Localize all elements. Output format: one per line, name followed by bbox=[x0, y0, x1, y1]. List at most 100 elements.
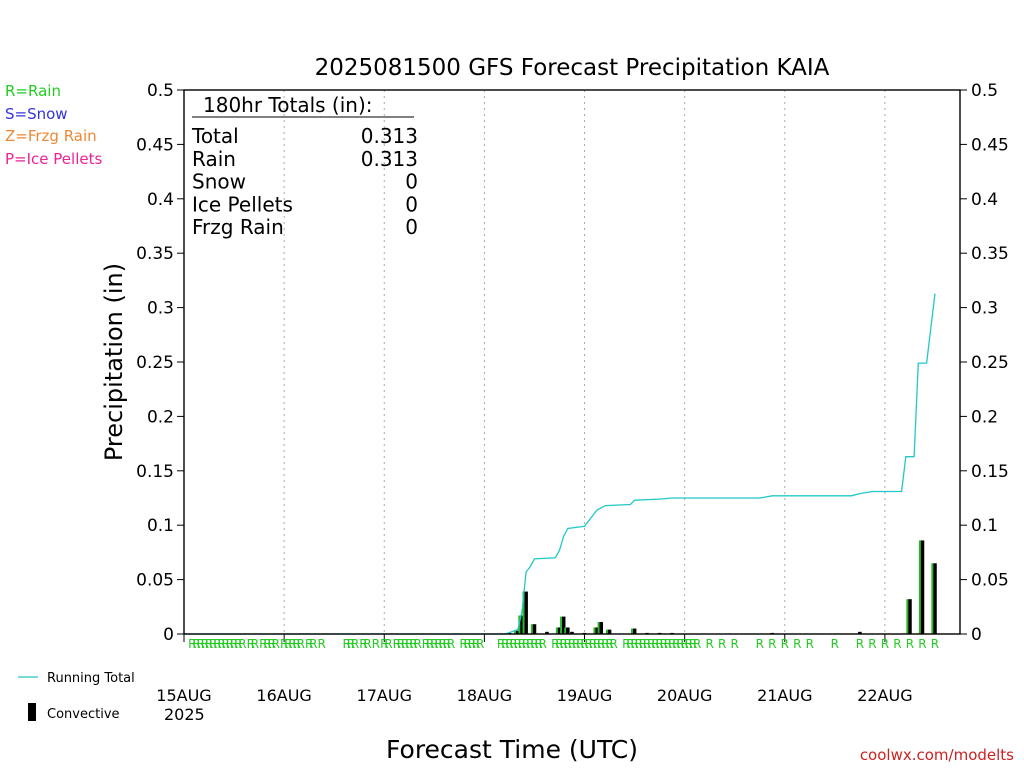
convective-bar bbox=[632, 628, 637, 634]
ptype-mark: R bbox=[401, 637, 409, 651]
ptype-mark: R bbox=[706, 637, 714, 651]
ptype-mark: R bbox=[731, 637, 739, 651]
rain-bar bbox=[918, 540, 921, 634]
ptype-mark: R bbox=[384, 637, 392, 651]
y-tick-label-left: 0.3 bbox=[147, 299, 174, 319]
ptype-mark: R bbox=[292, 637, 300, 651]
totals-row-label: Frzg Rain bbox=[192, 215, 284, 239]
ptype-mark: R bbox=[806, 637, 814, 651]
ptype-mark: R bbox=[226, 637, 234, 651]
year-label: 2025 bbox=[164, 705, 205, 724]
ptype-mark: R bbox=[564, 637, 572, 651]
ptype-mark: R bbox=[201, 637, 209, 651]
convective-bar bbox=[524, 591, 528, 634]
y-axis-right: 0 0.05 0.1 0.15 0.2 0.25 0.3 0.35 0.4 0.45 0.5 bbox=[960, 81, 1009, 645]
convective-bar bbox=[545, 631, 549, 634]
ptype-mark: R bbox=[756, 637, 764, 651]
x-tick-label: 21AUG bbox=[757, 686, 812, 705]
ptype-mark: R bbox=[284, 637, 292, 651]
ptype-mark: R bbox=[580, 637, 588, 651]
x-tick-label: 22AUG bbox=[857, 686, 912, 705]
rain-bar bbox=[630, 628, 633, 634]
grid-lines bbox=[283, 90, 886, 634]
y-tick-label-right: 0 bbox=[971, 625, 982, 645]
y-tick-label-left: 0.1 bbox=[147, 516, 174, 536]
totals-row-label: Ice Pellets bbox=[192, 192, 293, 216]
plot-frame bbox=[183, 89, 961, 635]
y-tick-label-right: 0.3 bbox=[971, 299, 998, 319]
ptype-mark: R bbox=[438, 637, 446, 651]
ptype-mark: R bbox=[881, 637, 889, 651]
rain-bar bbox=[560, 616, 562, 634]
y-tick-label-left: 0.05 bbox=[136, 571, 174, 591]
ptype-mark: R bbox=[680, 637, 688, 651]
ptype-mark: R bbox=[931, 637, 939, 651]
ptype-mark: R bbox=[222, 637, 230, 651]
ptype-mark: R bbox=[572, 637, 580, 651]
y-tick-label-left: 0.25 bbox=[136, 353, 174, 373]
ptype-mark: R bbox=[593, 637, 601, 651]
convective-bar bbox=[515, 630, 520, 634]
ptype-mark: R bbox=[422, 637, 430, 651]
ptype-mark: R bbox=[272, 637, 280, 651]
ptype-mark: R bbox=[238, 637, 246, 651]
ptype-mark: R bbox=[518, 637, 526, 651]
running-total-legend: Running Total bbox=[47, 671, 135, 686]
ptype-mark: R bbox=[205, 637, 213, 651]
x-tick-label: 17AUG bbox=[357, 686, 412, 705]
legend-frzg-rain: Z=Frzg Rain bbox=[5, 127, 97, 145]
ptype-mark: R bbox=[505, 637, 513, 651]
x-tick-label: 18AUG bbox=[457, 686, 512, 705]
ptype-mark: R bbox=[522, 637, 530, 651]
ptype-mark: R bbox=[718, 637, 726, 651]
ptype-mark: R bbox=[263, 637, 271, 651]
legend-rain: R=Rain bbox=[5, 82, 61, 100]
y-tick-label-left: 0.45 bbox=[136, 135, 174, 155]
ptype-mark: R bbox=[267, 637, 275, 651]
totals-row-value: 0 bbox=[405, 215, 418, 239]
rain-bar bbox=[530, 624, 533, 634]
rain-bar bbox=[564, 627, 567, 634]
ptype-mark: R bbox=[676, 637, 684, 651]
x-axis: 15AUG 16AUG 17AUG 18AUG 19AUG 20AUG 21AUG 22AUG bbox=[156, 634, 913, 705]
ptype-mark: R bbox=[668, 637, 676, 651]
ptype-mark: R bbox=[459, 637, 467, 651]
x-axis-label: Forecast Time (UTC) bbox=[386, 735, 638, 764]
ptype-mark: R bbox=[372, 637, 380, 651]
y-tick-label-left: 0.35 bbox=[136, 244, 174, 264]
ptype-mark: R bbox=[601, 637, 609, 651]
ptype-mark: R bbox=[635, 637, 643, 651]
totals-row-value: 0 bbox=[405, 192, 418, 216]
rain-bar bbox=[605, 629, 608, 634]
y-tick-label-left: 0.4 bbox=[147, 190, 174, 210]
ptype-mark: R bbox=[464, 637, 472, 651]
ptype-mark: R bbox=[468, 637, 476, 651]
ptype-mark: R bbox=[397, 637, 405, 651]
ptype-mark: R bbox=[672, 637, 680, 651]
rain-bar bbox=[514, 630, 516, 634]
ptype-mark: R bbox=[539, 637, 547, 651]
convective-bars bbox=[507, 540, 937, 634]
rain-bar bbox=[597, 622, 600, 634]
totals-row-value: 0.313 bbox=[361, 124, 418, 148]
ptype-mark: R bbox=[626, 637, 634, 651]
ptype-mark: R bbox=[655, 637, 663, 651]
y-tick-label-right: 0.2 bbox=[971, 407, 998, 427]
rain-bar bbox=[906, 599, 909, 634]
ptype-mark: R bbox=[288, 637, 296, 651]
x-tick-label: 19AUG bbox=[557, 686, 612, 705]
rain-bar bbox=[555, 627, 558, 634]
ptype-mark: R bbox=[585, 637, 593, 651]
ptype-mark: R bbox=[413, 637, 421, 651]
ptype-mark: R bbox=[647, 637, 655, 651]
ptype-mark: R bbox=[426, 637, 434, 651]
ptype-mark: R bbox=[568, 637, 576, 651]
totals-row-label: Rain bbox=[192, 147, 236, 171]
ptype-mark: R bbox=[188, 637, 196, 651]
ptype-mark: R bbox=[351, 637, 359, 651]
ptype-mark: R bbox=[555, 637, 563, 651]
x-tick-label: 20AUG bbox=[657, 686, 712, 705]
ptype-mark: R bbox=[530, 637, 538, 651]
